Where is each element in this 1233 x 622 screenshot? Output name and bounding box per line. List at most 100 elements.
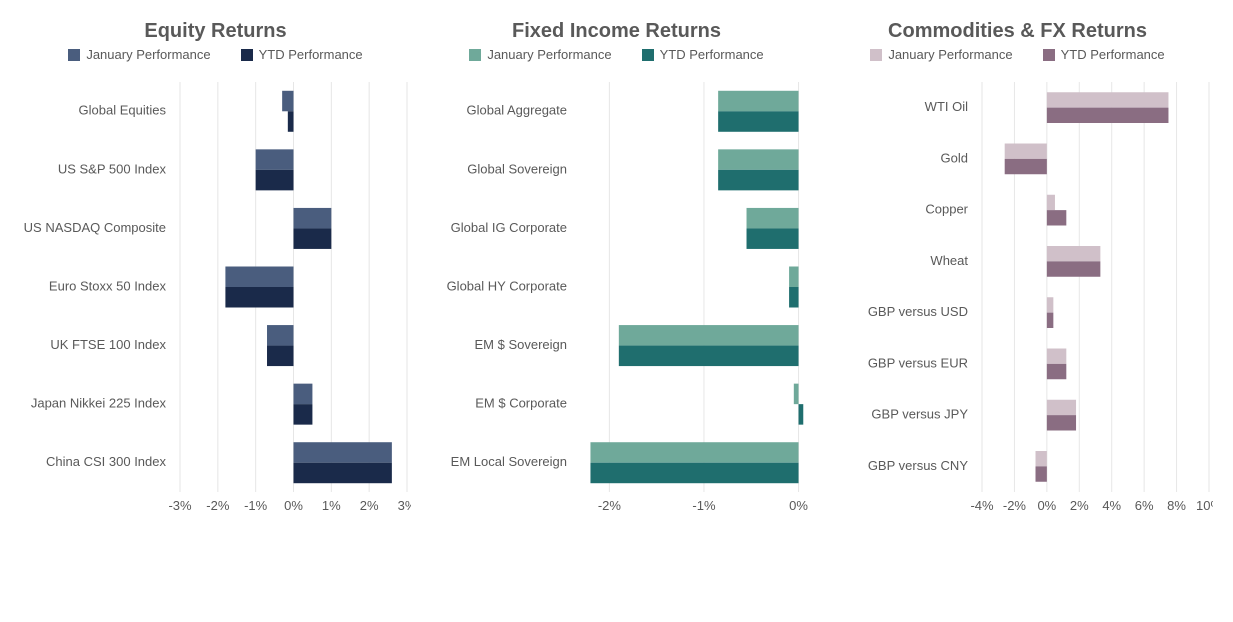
bar-jan <box>1036 451 1047 466</box>
legend-swatch <box>469 49 481 61</box>
bar-ytd <box>294 228 332 249</box>
bar-jan <box>1047 349 1066 364</box>
category-label: Euro Stoxx 50 Index <box>49 278 167 293</box>
legend-label: January Performance <box>487 47 611 62</box>
bar-jan <box>1047 92 1169 107</box>
x-tick-label: 0% <box>1037 498 1056 513</box>
x-tick-label: 2% <box>1070 498 1089 513</box>
bar-ytd <box>590 463 798 484</box>
legend-swatch <box>68 49 80 61</box>
category-label: Global Equities <box>79 103 167 118</box>
legend-item: YTD Performance <box>1043 47 1165 62</box>
category-label: Japan Nikkei 225 Index <box>31 396 167 411</box>
legend-swatch <box>870 49 882 61</box>
category-label: Global HY Corporate <box>447 278 567 293</box>
chart-plot: -2% -1% 0% Global Aggregate Global Sovereign… <box>421 72 812 522</box>
bar-ytd <box>288 111 294 131</box>
bar-ytd <box>1036 466 1047 481</box>
bar-jan <box>294 384 313 405</box>
bar-jan <box>718 149 798 170</box>
bar-ytd <box>619 346 799 367</box>
bar-jan <box>590 442 798 463</box>
category-label: Gold <box>941 150 968 165</box>
legend-label: YTD Performance <box>660 47 764 62</box>
x-tick-label: 8% <box>1167 498 1186 513</box>
category-label: GBP versus EUR <box>868 355 968 370</box>
bar-ytd <box>294 404 313 425</box>
x-tick-label: 0% <box>789 498 808 513</box>
legend-swatch <box>241 49 253 61</box>
chart-plot: -3%-2%-1%0%1%2%3%Global EquitiesUS S&P 5… <box>20 72 411 522</box>
category-label: China CSI 300 Index <box>46 454 166 469</box>
bar-ytd <box>718 111 798 131</box>
bar-jan <box>294 442 392 463</box>
chart-title: Commodities & FX Returns <box>822 20 1213 43</box>
category-label: Wheat <box>930 253 968 268</box>
x-tick-label: 6% <box>1135 498 1154 513</box>
chart-panel-0: Equity Returns January Performance YTD Per… <box>20 20 411 522</box>
bar-jan <box>789 267 798 288</box>
x-tick-label: -2% <box>206 498 230 513</box>
legend-item: YTD Performance <box>241 47 363 62</box>
category-label: EM $ Sovereign <box>475 337 568 352</box>
chart-legend: January Performance YTD Performance <box>822 47 1213 62</box>
legend-item: January Performance <box>870 47 1012 62</box>
bar-ytd <box>1047 210 1066 225</box>
x-tick-label: 4% <box>1102 498 1121 513</box>
bar-ytd <box>225 287 293 308</box>
bar-ytd <box>1047 415 1076 430</box>
bar-jan <box>1005 144 1047 159</box>
bar-jan <box>1047 400 1076 415</box>
chart-title: Equity Returns <box>20 20 411 43</box>
bar-jan <box>1047 195 1055 210</box>
plot-area: -4%-2%0%2%4%6%8%10%WTI OilGoldCopperWhea… <box>822 72 1213 522</box>
bar-ytd <box>1047 313 1053 328</box>
category-label: GBP versus JPY <box>871 407 968 422</box>
category-label: Global Aggregate <box>467 103 567 118</box>
legend-swatch <box>642 49 654 61</box>
plot-area: -3%-2%-1%0%1%2%3%Global EquitiesUS S&P 5… <box>20 72 411 522</box>
x-tick-label: 1% <box>322 498 341 513</box>
chart-title: Fixed Income Returns <box>421 20 812 43</box>
x-tick-label: 3% <box>398 498 411 513</box>
x-tick-label: 0% <box>284 498 303 513</box>
legend-item: YTD Performance <box>642 47 764 62</box>
category-label: US NASDAQ Composite <box>24 220 166 235</box>
bar-jan <box>282 91 293 112</box>
bar-jan <box>225 267 293 288</box>
bar-ytd <box>1047 364 1066 379</box>
bar-jan <box>267 325 293 346</box>
category-label: Global IG Corporate <box>451 220 567 235</box>
bar-ytd <box>267 346 293 367</box>
legend-label: January Performance <box>888 47 1012 62</box>
bar-ytd <box>1005 159 1047 174</box>
chart-panel-1: Fixed Income Returns January Performance Y… <box>421 20 812 522</box>
bar-ytd <box>1047 261 1101 276</box>
x-tick-label: -2% <box>1003 498 1027 513</box>
chart-legend: January Performance YTD Performance <box>421 47 812 62</box>
bar-jan <box>1047 297 1053 312</box>
x-tick-label: 10% <box>1196 498 1213 513</box>
category-label: Global Sovereign <box>467 161 567 176</box>
chart-plot: -4%-2%0%2%4%6%8%10%WTI OilGoldCopperWhea… <box>822 72 1213 522</box>
category-label: GBP versus CNY <box>868 458 969 473</box>
legend-label: YTD Performance <box>259 47 363 62</box>
x-tick-label: -4% <box>970 498 994 513</box>
bar-jan <box>256 149 294 170</box>
legend-label: YTD Performance <box>1061 47 1165 62</box>
bar-jan <box>747 208 799 229</box>
x-tick-label: -2% <box>598 498 622 513</box>
legend-swatch <box>1043 49 1055 61</box>
chart-panel-2: Commodities & FX Returns January Performa… <box>822 20 1213 522</box>
category-label: UK FTSE 100 Index <box>50 337 166 352</box>
x-tick-label: -1% <box>692 498 716 513</box>
category-label: GBP versus USD <box>868 304 968 319</box>
bar-ytd <box>294 463 392 484</box>
bar-ytd <box>747 228 799 249</box>
category-label: EM Local Sovereign <box>451 454 567 469</box>
bar-ytd <box>1047 108 1169 123</box>
legend-item: January Performance <box>469 47 611 62</box>
legend-item: January Performance <box>68 47 210 62</box>
category-label: EM $ Corporate <box>475 396 567 411</box>
bar-jan <box>794 384 799 405</box>
